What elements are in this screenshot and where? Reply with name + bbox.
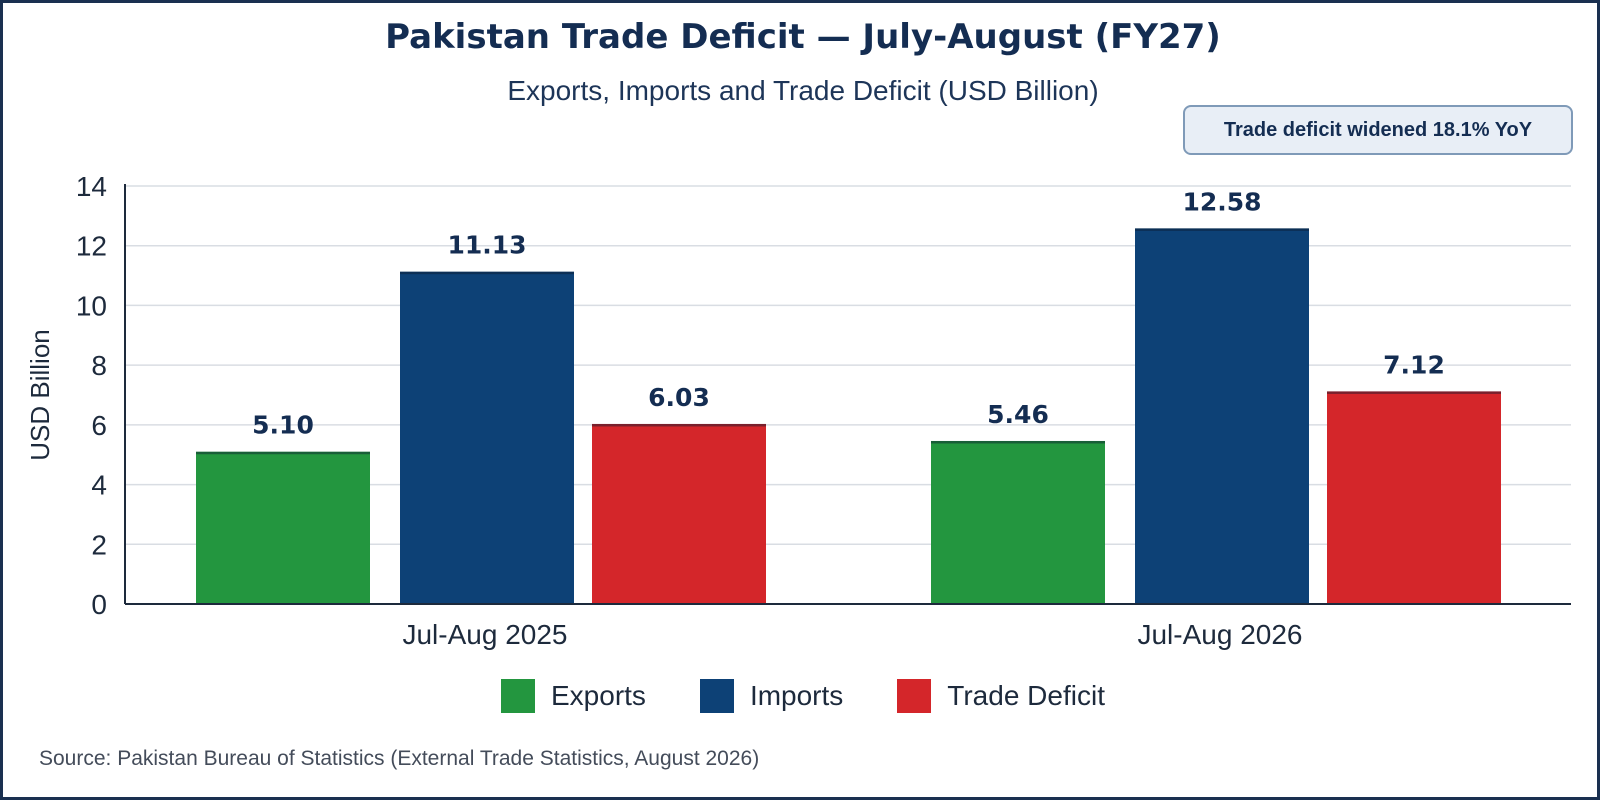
legend: Exports Imports Trade Deficit xyxy=(3,679,1600,713)
x-tick-label: Jul-Aug 2025 xyxy=(402,619,567,650)
bar-top-edge xyxy=(400,271,574,275)
trade-deficit-callout: Trade deficit widened 18.1% YoY xyxy=(1183,105,1573,155)
bar xyxy=(196,451,370,604)
y-axis-title: USD Billion xyxy=(25,329,55,461)
legend-label-exports: Exports xyxy=(551,680,646,711)
data-label: 6.03 xyxy=(648,383,710,412)
y-tick-label: 2 xyxy=(91,529,107,560)
legend-item-trade-deficit: Trade Deficit xyxy=(897,679,1105,713)
data-label: 11.13 xyxy=(447,231,526,260)
bar xyxy=(400,271,574,604)
data-label: 12.58 xyxy=(1182,187,1261,216)
data-label: 5.46 xyxy=(987,400,1049,429)
legend-item-imports: Imports xyxy=(699,679,844,713)
y-tick-label: 6 xyxy=(91,410,107,441)
legend-item-exports: Exports xyxy=(501,679,646,713)
data-label: 5.10 xyxy=(252,411,314,440)
bar-top-edge xyxy=(931,440,1105,444)
bar xyxy=(1135,228,1309,604)
bar xyxy=(931,440,1105,604)
chart-title: Pakistan Trade Deficit — July-August (FY… xyxy=(385,17,1221,57)
bar-top-edge xyxy=(1327,391,1501,394)
bar-top-edge xyxy=(196,451,370,455)
legend-swatch-trade-deficit xyxy=(897,679,932,713)
bar-top-edge xyxy=(1135,228,1309,231)
data-label: 7.12 xyxy=(1383,350,1445,379)
chart-subtitle: Exports, Imports and Trade Deficit (USD … xyxy=(507,75,1099,106)
y-tick-label: 8 xyxy=(91,350,107,381)
y-tick-label: 14 xyxy=(76,171,107,202)
legend-label-trade-deficit: Trade Deficit xyxy=(947,680,1105,711)
source-note: Source: Pakistan Bureau of Statistics (E… xyxy=(39,747,760,770)
bar-top-edge xyxy=(592,423,766,427)
bars xyxy=(196,228,1501,604)
y-tick-label: 4 xyxy=(91,470,107,501)
legend-swatch-imports xyxy=(699,679,734,713)
legend-label-imports: Imports xyxy=(749,680,844,711)
bar-chart: 0 2 4 6 8 10 12 14 USD Billion Jul-Aug 2025 Jul-Au… xyxy=(25,171,1571,650)
y-tick-label: 12 xyxy=(76,231,107,262)
y-tick-label: 0 xyxy=(91,589,107,620)
legend-swatch-exports xyxy=(501,679,535,713)
y-tick-label: 10 xyxy=(76,290,107,321)
x-tick-label: Jul-Aug 2026 xyxy=(1137,619,1302,650)
data-labels: 5.10 11.13 6.03 5.46 12.58 7.12 xyxy=(252,187,1445,439)
bar xyxy=(592,423,766,604)
axes: 0 2 4 6 8 10 12 14 USD Billion Jul-Aug 2025 Jul-Au… xyxy=(25,171,1571,650)
bar xyxy=(1327,391,1501,604)
